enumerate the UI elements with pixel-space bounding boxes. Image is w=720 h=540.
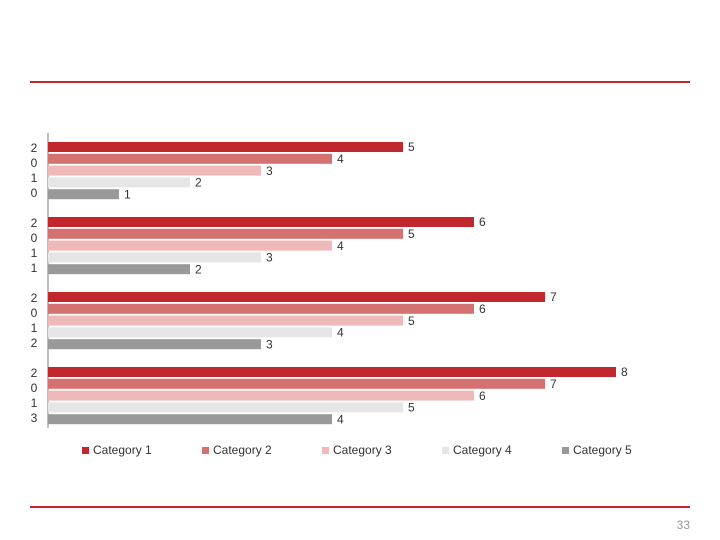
data-label: 2 — [195, 262, 202, 276]
bar — [48, 142, 403, 152]
bar — [48, 402, 403, 413]
data-label: 8 — [621, 365, 628, 379]
bar — [48, 252, 261, 263]
bar — [48, 390, 474, 401]
data-label: 7 — [550, 290, 557, 304]
bar — [48, 228, 403, 239]
data-label: 6 — [479, 389, 486, 403]
bar — [48, 189, 119, 200]
legend-label: Category 3 — [333, 443, 392, 457]
category-label: 2012 — [30, 291, 38, 350]
legend-swatch — [442, 447, 449, 454]
data-label: 5 — [408, 401, 415, 415]
bar — [48, 240, 332, 251]
bar — [48, 217, 474, 227]
bar — [48, 303, 474, 314]
data-label: 5 — [408, 314, 415, 328]
category-label: 2011 — [30, 216, 38, 275]
data-label: 4 — [337, 152, 344, 166]
legend-label: Category 5 — [573, 443, 632, 457]
bar — [48, 165, 261, 176]
data-label: 3 — [266, 251, 273, 265]
bar — [48, 327, 332, 338]
data-label: 6 — [479, 302, 486, 316]
legend-swatch — [202, 447, 209, 454]
data-label: 6 — [479, 215, 486, 229]
data-label: 3 — [266, 337, 273, 351]
data-label: 4 — [337, 412, 344, 426]
data-label: 7 — [550, 377, 557, 391]
bar — [48, 315, 403, 326]
legend-label: Category 1 — [93, 443, 152, 457]
bar — [48, 177, 190, 188]
page-number: 33 — [676, 518, 690, 532]
data-label: 2 — [195, 176, 202, 190]
legend-swatch — [82, 447, 89, 454]
bar — [48, 153, 332, 164]
category-label: 2010 — [30, 141, 38, 200]
data-label: 5 — [408, 140, 415, 154]
data-label: 5 — [408, 227, 415, 241]
data-label: 1 — [124, 187, 131, 201]
bar — [48, 292, 545, 302]
category-label: 2013 — [30, 366, 38, 425]
bar — [48, 264, 190, 275]
data-label: 4 — [337, 239, 344, 253]
bar — [48, 378, 545, 389]
legend-label: Category 2 — [213, 443, 272, 457]
legend-swatch — [322, 447, 329, 454]
data-label: 4 — [337, 326, 344, 340]
legend-label: Category 4 — [453, 443, 512, 457]
bar — [48, 367, 616, 377]
data-label: 3 — [266, 164, 273, 178]
bar — [48, 339, 261, 350]
legend-swatch — [562, 447, 569, 454]
bar — [48, 414, 332, 425]
